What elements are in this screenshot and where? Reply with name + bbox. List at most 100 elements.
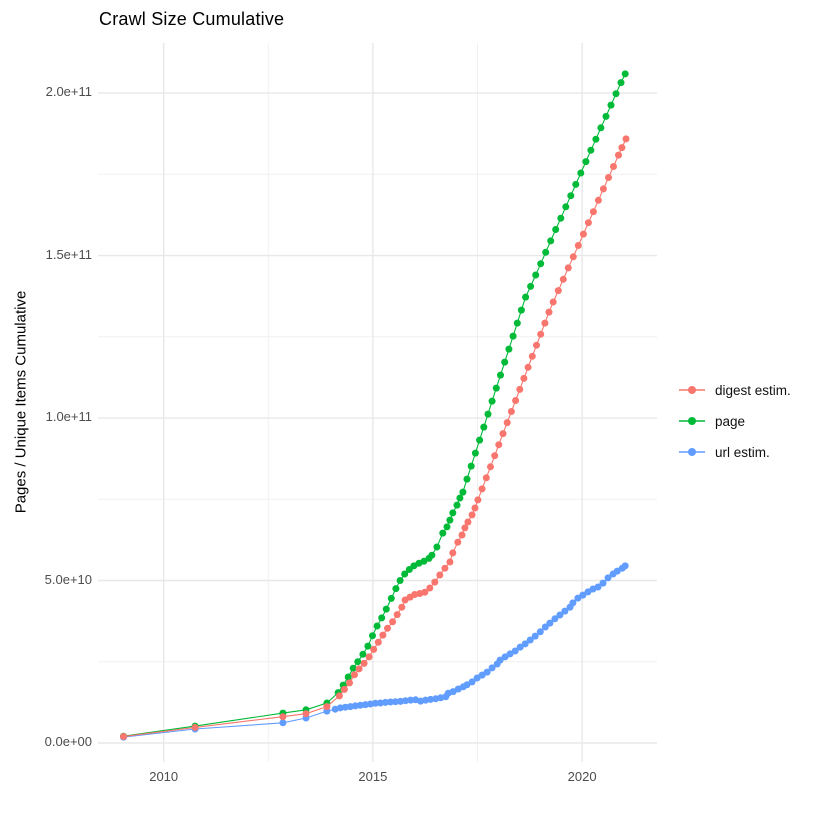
data-point-digest-estim: [618, 144, 626, 152]
y-tick-label: 0.0e+00: [44, 733, 92, 749]
data-point-page: [602, 112, 610, 120]
data-point-page: [527, 282, 535, 290]
data-point-url-estim: [569, 599, 577, 607]
data-point-digest-estim: [482, 474, 490, 482]
data-point-url-estim: [371, 699, 379, 707]
data-point-digest-estim: [474, 496, 482, 504]
data-point-page: [449, 509, 457, 517]
data-point-digest-estim: [579, 230, 587, 238]
data-point-page: [420, 557, 428, 565]
legend-label: url estim.: [715, 444, 770, 460]
series-url-estim: [120, 562, 629, 741]
data-point-page: [354, 658, 362, 666]
data-point-page: [513, 319, 521, 327]
data-point-page: [567, 192, 575, 200]
data-point-page: [480, 423, 488, 431]
data-point-page: [597, 124, 605, 132]
x-tick-label: 2015: [358, 769, 388, 784]
data-point-page: [517, 306, 525, 314]
data-point-digest-estim: [389, 618, 397, 626]
data-point-url-estim: [356, 701, 364, 709]
data-point-digest-estim: [351, 671, 358, 679]
data-point-digest-estim: [615, 151, 622, 159]
data-point-digest-estim: [564, 264, 572, 272]
data-point-page: [433, 543, 441, 551]
data-point-page: [501, 358, 509, 366]
data-point-page: [453, 501, 461, 509]
data-point-digest-estim: [569, 253, 577, 261]
data-point-page: [428, 551, 436, 559]
data-point-digest-estim: [524, 363, 532, 371]
data-point-digest-estim: [599, 185, 607, 193]
data-point-digest-estim: [355, 665, 363, 673]
data-point-url-estim: [541, 623, 549, 631]
data-point-page: [582, 158, 590, 166]
data-point-url-estim: [392, 698, 399, 706]
data-point-page: [364, 642, 372, 650]
data-point-digest-estim: [191, 723, 199, 731]
series-line-digest-estim: [123, 138, 627, 738]
data-point-digest-estim: [340, 685, 348, 693]
data-point-page: [542, 248, 550, 256]
data-point-page: [387, 594, 395, 602]
data-point-url-estim: [599, 579, 607, 587]
data-point-page: [456, 494, 464, 502]
data-point-url-estim: [521, 640, 529, 648]
data-point-digest-estim: [512, 397, 520, 404]
data-point-digest-estim: [393, 611, 401, 619]
data-point-digest-estim: [461, 524, 469, 532]
data-point-digest-estim: [574, 242, 582, 249]
y-tick-label: 2.0e+11: [45, 84, 92, 100]
y-tick-label: 5.0e+10: [44, 571, 92, 587]
data-point-page: [463, 475, 471, 483]
data-point-url-estim: [506, 650, 514, 658]
data-point-digest-estim: [446, 558, 454, 566]
data-point-page: [587, 146, 595, 154]
legend-item-digest-estim: digest estim.: [678, 380, 791, 400]
legend-key-icon: [679, 386, 705, 394]
data-point-digest-estim: [370, 645, 378, 653]
data-point-url-estim: [468, 678, 476, 686]
data-point-page: [572, 180, 580, 188]
data-point-url-estim: [546, 619, 554, 627]
data-point-page: [497, 371, 504, 379]
data-point-digest-estim: [120, 733, 127, 740]
data-point-page: [522, 293, 530, 301]
gridlines: [98, 43, 657, 762]
data-point-digest-estim: [545, 308, 553, 316]
data-point-digest-estim: [323, 703, 331, 711]
data-point-page: [547, 237, 555, 245]
data-point-page: [562, 203, 570, 211]
legend-item-url-estim: url estim.: [678, 442, 791, 462]
data-point-digest-estim: [533, 341, 540, 349]
data-point-page: [612, 90, 620, 98]
data-point-digest-estim: [458, 531, 466, 539]
x-tick-label: 2020: [567, 769, 597, 784]
data-point-url-estim: [511, 647, 519, 655]
data-point-digest-estim: [468, 511, 476, 519]
legend-key-icon: [679, 448, 705, 456]
data-point-digest-estim: [549, 298, 557, 306]
data-point-digest-estim: [421, 588, 429, 596]
data-point-digest-estim: [584, 219, 592, 227]
data-point-page: [505, 345, 513, 353]
data-point-page: [382, 605, 390, 613]
legend-label: page: [715, 413, 746, 429]
data-point-page: [557, 214, 565, 222]
data-point-page: [492, 384, 500, 392]
data-point-page: [509, 332, 517, 340]
data-point-page: [401, 570, 409, 578]
data-point-digest-estim: [491, 452, 499, 460]
data-point-page: [552, 226, 560, 233]
data-point-url-estim: [381, 698, 389, 706]
legend-item-page: page: [678, 411, 791, 431]
data-point-page: [396, 577, 404, 584]
data-point-url-estim: [594, 583, 602, 591]
data-point-page: [443, 523, 451, 531]
data-point-url-estim: [279, 719, 287, 727]
data-point-url-estim: [402, 697, 409, 705]
data-point-digest-estim: [335, 692, 343, 700]
data-point-url-estim: [531, 632, 539, 640]
data-point-digest-estim: [346, 679, 353, 687]
